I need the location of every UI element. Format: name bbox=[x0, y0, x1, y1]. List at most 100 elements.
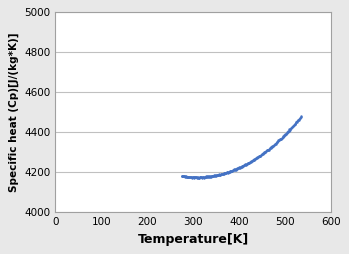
Point bbox=[292, 122, 297, 126]
Point bbox=[179, 174, 185, 178]
Point bbox=[285, 129, 291, 133]
Point bbox=[204, 174, 209, 179]
Point bbox=[295, 118, 300, 122]
Point bbox=[213, 173, 219, 177]
Point bbox=[191, 176, 196, 180]
Point bbox=[256, 154, 261, 158]
Point bbox=[232, 167, 238, 171]
Point bbox=[279, 136, 285, 140]
Point bbox=[263, 150, 268, 154]
Point bbox=[200, 175, 205, 179]
Point bbox=[231, 167, 237, 171]
Point bbox=[227, 170, 232, 174]
Point bbox=[263, 149, 269, 153]
Point bbox=[232, 167, 237, 171]
Point bbox=[201, 176, 207, 180]
Point bbox=[266, 148, 272, 152]
Point bbox=[182, 174, 188, 178]
Point bbox=[213, 173, 218, 177]
Point bbox=[298, 115, 304, 119]
Point bbox=[296, 118, 301, 122]
Point bbox=[193, 176, 198, 180]
Point bbox=[279, 137, 284, 141]
Point bbox=[213, 174, 218, 178]
Point bbox=[268, 146, 273, 150]
Point bbox=[266, 147, 272, 151]
Point bbox=[187, 175, 192, 179]
Point bbox=[259, 152, 265, 156]
Point bbox=[262, 150, 268, 154]
Point bbox=[276, 139, 281, 143]
Point bbox=[283, 132, 289, 136]
Point bbox=[255, 155, 261, 159]
Point bbox=[190, 175, 195, 179]
Point bbox=[212, 173, 217, 178]
Point bbox=[283, 132, 288, 136]
Point bbox=[280, 135, 285, 139]
Point bbox=[181, 174, 187, 178]
Point bbox=[276, 138, 282, 142]
Point bbox=[209, 174, 215, 178]
Point bbox=[279, 136, 284, 140]
Point bbox=[199, 176, 205, 180]
Point bbox=[180, 174, 185, 178]
Point bbox=[245, 161, 250, 165]
Point bbox=[274, 140, 279, 145]
Point bbox=[230, 169, 235, 173]
Point bbox=[209, 174, 214, 178]
Point bbox=[267, 146, 273, 150]
Point bbox=[274, 140, 280, 144]
Point bbox=[215, 173, 221, 178]
Point bbox=[284, 130, 290, 134]
Point bbox=[260, 152, 266, 156]
Point bbox=[264, 148, 270, 152]
Point bbox=[269, 145, 274, 149]
Point bbox=[183, 174, 188, 179]
Point bbox=[187, 176, 193, 180]
Point bbox=[235, 166, 240, 170]
Point bbox=[275, 140, 280, 144]
Point bbox=[233, 167, 239, 171]
Point bbox=[281, 135, 286, 139]
Point bbox=[293, 120, 299, 124]
Point bbox=[251, 157, 256, 162]
Y-axis label: Specific heat (Cp)[J/(kg*K)]: Specific heat (Cp)[J/(kg*K)] bbox=[8, 33, 18, 192]
Point bbox=[225, 170, 230, 174]
Point bbox=[275, 138, 281, 142]
Point bbox=[258, 153, 264, 157]
Point bbox=[255, 155, 260, 159]
Point bbox=[250, 158, 255, 163]
Point bbox=[188, 175, 194, 179]
Point bbox=[233, 167, 239, 171]
Point bbox=[189, 175, 194, 179]
Point bbox=[284, 131, 290, 135]
Point bbox=[194, 175, 200, 179]
Point bbox=[276, 138, 282, 142]
Point bbox=[196, 176, 201, 180]
Point bbox=[195, 175, 201, 179]
Point bbox=[191, 175, 197, 179]
Point bbox=[246, 161, 252, 165]
Point bbox=[197, 175, 202, 179]
Point bbox=[260, 151, 266, 155]
Point bbox=[221, 171, 227, 175]
Point bbox=[210, 174, 216, 178]
Point bbox=[241, 163, 247, 167]
Point bbox=[210, 174, 215, 178]
Point bbox=[283, 132, 289, 136]
Point bbox=[236, 166, 242, 170]
Point bbox=[222, 171, 227, 175]
Point bbox=[240, 164, 246, 168]
Point bbox=[273, 142, 279, 146]
Point bbox=[234, 166, 240, 170]
Point bbox=[270, 144, 275, 148]
Point bbox=[226, 170, 232, 174]
Point bbox=[219, 172, 224, 176]
Point bbox=[248, 159, 254, 163]
Point bbox=[193, 175, 199, 179]
Point bbox=[200, 175, 206, 179]
Point bbox=[270, 144, 276, 148]
Point bbox=[227, 169, 233, 173]
Point bbox=[267, 146, 273, 150]
Point bbox=[268, 145, 274, 149]
